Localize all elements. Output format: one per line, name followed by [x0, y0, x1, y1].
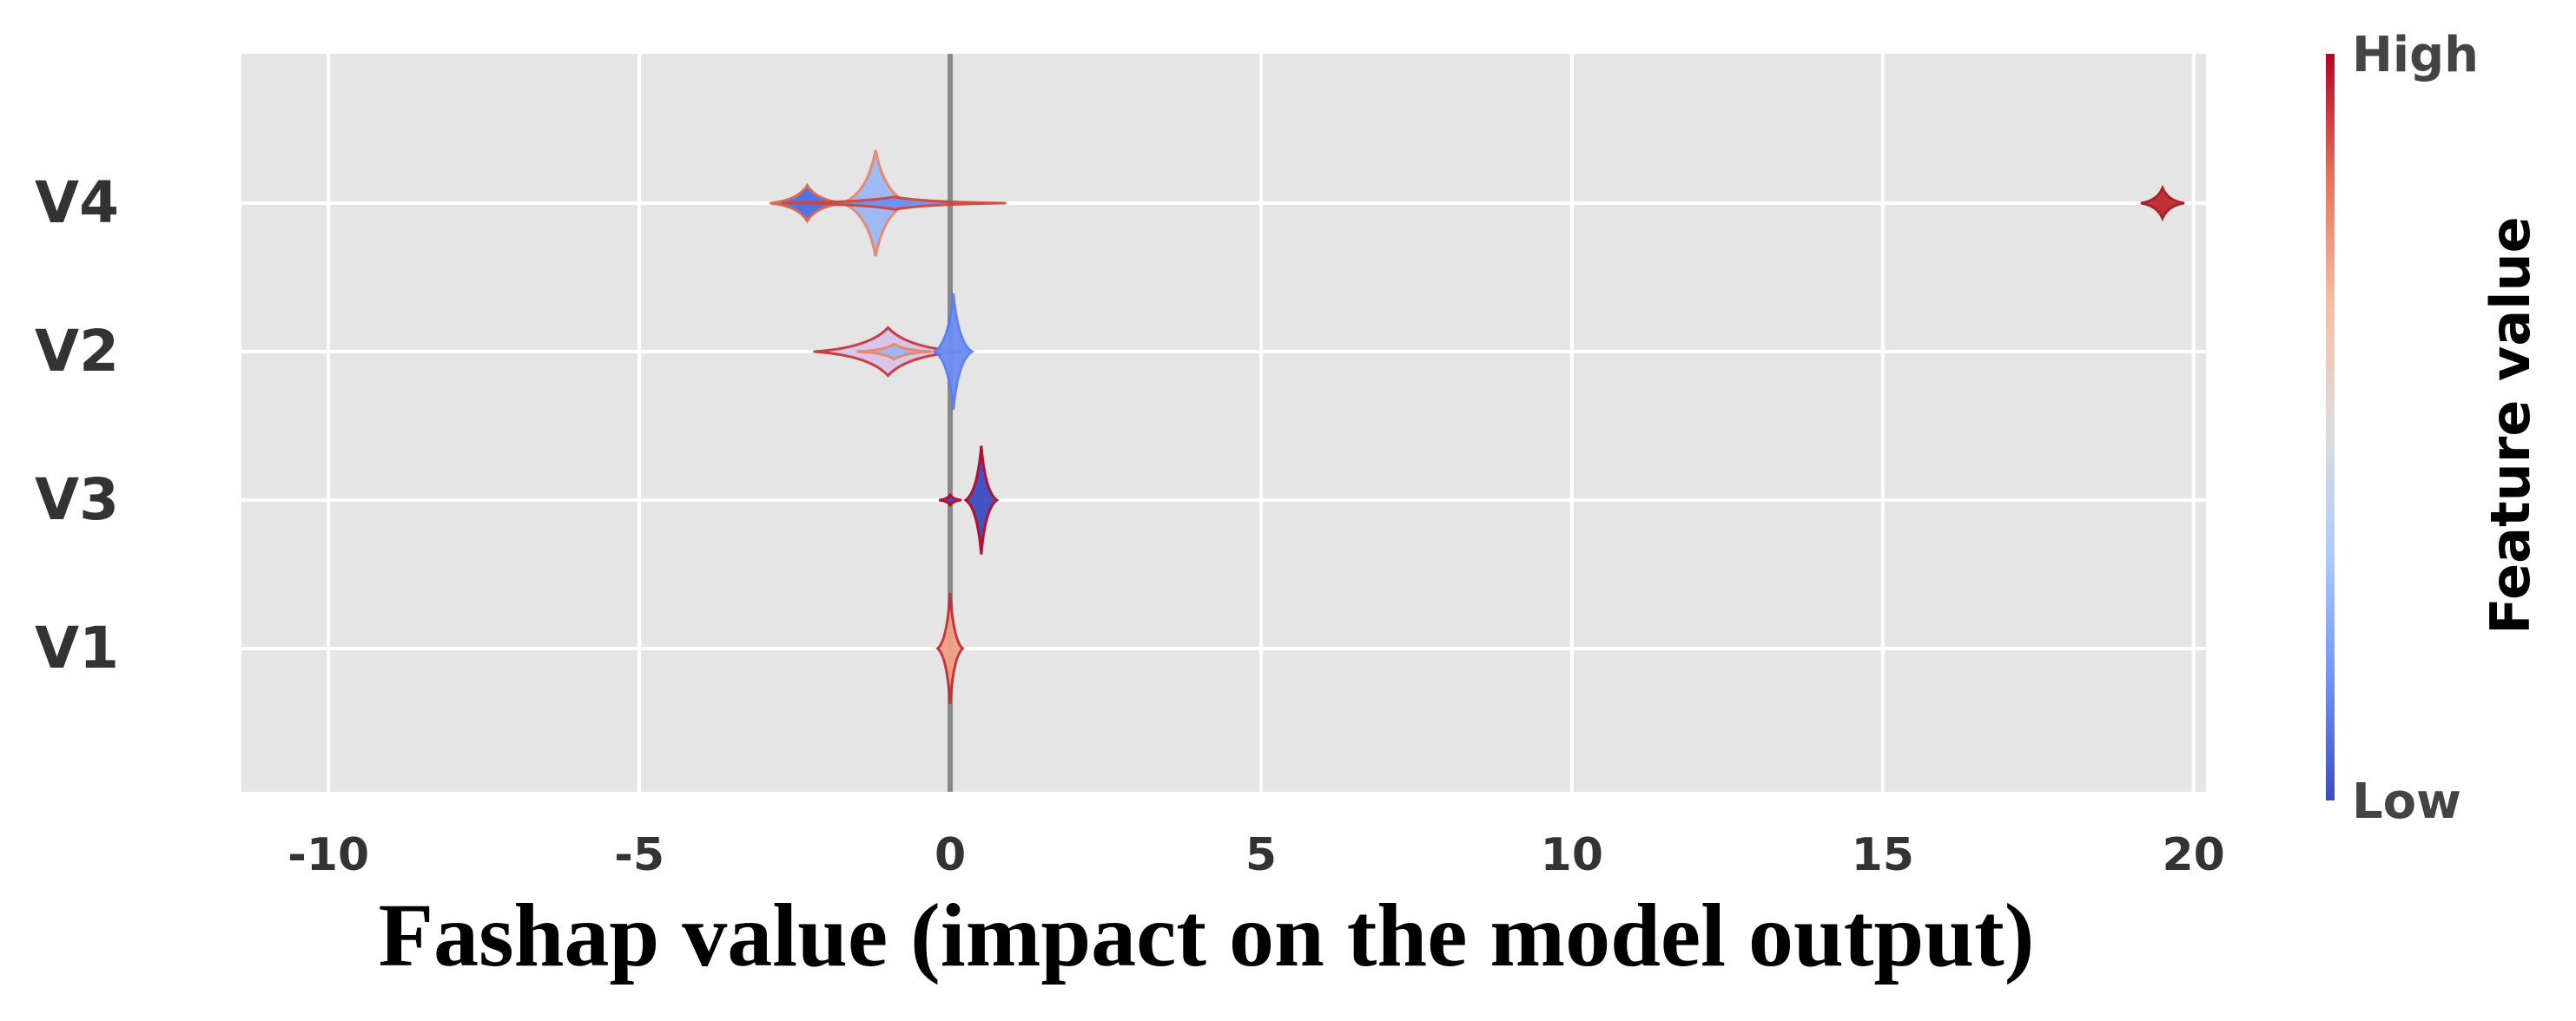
violin-lobe: [932, 293, 974, 411]
x-tick-label: 0: [935, 829, 966, 881]
violin-v2: [813, 293, 974, 411]
violin-lobe: [2140, 184, 2185, 222]
violin-v4: [769, 149, 2185, 257]
plot-area-background: [241, 54, 2206, 792]
violin-v1: [935, 592, 965, 705]
feature-label-v1: V1: [35, 615, 119, 682]
x-tick-label: 5: [1245, 829, 1277, 881]
x-tick-label: 15: [1852, 829, 1914, 881]
violin-lobe: [938, 492, 962, 508]
x-tick-labels: -10 -5 0 5 10 15 20: [287, 829, 2225, 881]
violin-lobe: [963, 445, 1000, 555]
feature-label-v4: V4: [35, 169, 119, 236]
colorbar-high-label: High: [2352, 27, 2479, 83]
violin-shapes: [769, 149, 2185, 705]
feature-label-v2: V2: [35, 318, 119, 385]
x-tick-label: 10: [1541, 829, 1603, 881]
violin-v3: [938, 445, 1000, 555]
feature-labels: V4 V2 V3 V1: [35, 169, 119, 682]
violin-lobe: [856, 342, 932, 361]
x-axis-label: Fashap value (impact on the model output…: [379, 886, 2035, 985]
colorbar-title: Feature value: [2479, 216, 2542, 634]
x-tick-label: -5: [614, 829, 664, 881]
violin-lobe: [935, 592, 965, 705]
y-gridlines: [241, 201, 2206, 650]
colorbar-low-label: Low: [2352, 774, 2461, 830]
feature-label-v3: V3: [35, 466, 119, 533]
x-tick-label: 20: [2162, 829, 2224, 881]
colorbar: [2326, 54, 2335, 800]
x-tick-label: -10: [287, 829, 369, 881]
violin-lobe: [782, 195, 1007, 211]
